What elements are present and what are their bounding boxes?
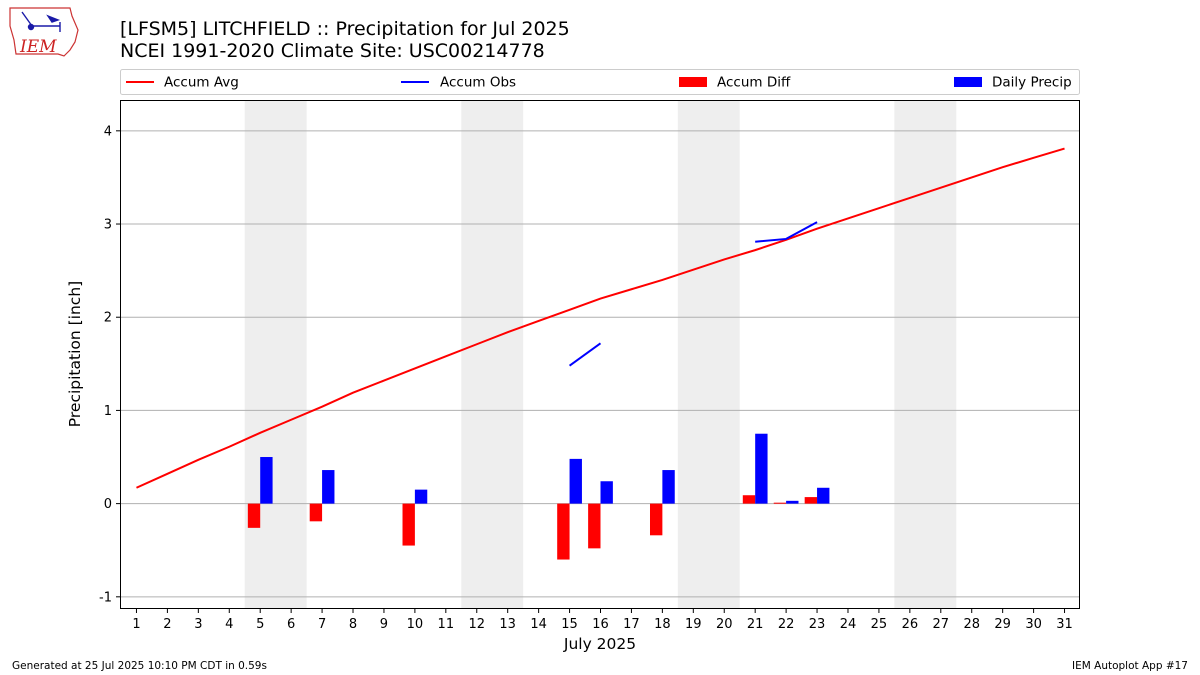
- x-tick-label: 18: [654, 617, 671, 632]
- accum-lines: [136, 147, 1065, 489]
- daily-precip-bar: [414, 489, 428, 504]
- weekend-shade-band-1: [244, 101, 307, 608]
- accum-diff-bar: [804, 497, 818, 504]
- x-axis-label: July 2025: [563, 635, 636, 653]
- x-tick-label: 28: [963, 617, 980, 632]
- daily-precip-bar: [755, 433, 768, 504]
- chart-title: [LFSM5] LITCHFIELD :: Precipitation for …: [120, 18, 570, 40]
- x-tick-label: 11: [438, 617, 455, 632]
- daily-precip-bar: [260, 457, 273, 504]
- x-tick-label: 27: [933, 617, 950, 632]
- x-tick-label: 8: [349, 617, 357, 632]
- y-axis-label: Precipitation [inch]: [66, 281, 84, 427]
- x-tick-label: 26: [902, 617, 919, 632]
- x-tick-label: 25: [871, 617, 888, 632]
- x-tick-label: 1: [132, 617, 140, 632]
- x-tick-label: 19: [685, 617, 702, 632]
- iem-logo: IEM: [9, 7, 79, 57]
- accum-diff-bar: [247, 503, 261, 528]
- x-tick-label: 30: [1025, 617, 1042, 632]
- daily-precip-bar: [569, 458, 582, 504]
- legend-label-accum-obs: Accum Obs: [440, 75, 516, 91]
- x-tick-label: 29: [994, 617, 1011, 632]
- daily-precip-bar: [662, 470, 675, 504]
- accum-avg-line: [136, 147, 1065, 489]
- logo-text: IEM: [19, 37, 57, 57]
- legend-label-daily-precip: Daily Precip: [992, 75, 1072, 91]
- legend: Accum Avg Accum Obs Accum Diff Daily Pre…: [120, 69, 1080, 95]
- x-tick-label: 22: [778, 617, 795, 632]
- weather-station-icon: [21, 11, 61, 32]
- x-tick-label: 16: [592, 617, 609, 632]
- x-tick-label: 31: [1056, 617, 1073, 632]
- x-tick-label: 17: [623, 617, 640, 632]
- y-axis-ticks: -1 0 1 2 3 4: [99, 124, 121, 605]
- x-axis-ticks: 1 2 3 4 5 6 7 8 9 10 11 12 13 14 15 16 17 18 19 20 21 22 23 24 2…: [132, 608, 1073, 632]
- legend-swatch-accum-diff: [679, 77, 707, 87]
- legend-label-accum-diff: Accum Diff: [717, 75, 791, 91]
- x-tick-label: 21: [747, 617, 764, 632]
- daily-precip-bar: [600, 481, 613, 504]
- accum-obs-line: [568, 342, 602, 367]
- x-tick-label: 5: [256, 617, 264, 632]
- x-tick-label: 24: [840, 617, 857, 632]
- weekend-shade-band-4: [894, 101, 957, 608]
- daily-precip-bar: [786, 500, 799, 504]
- x-tick-label: 6: [287, 617, 295, 632]
- accum-obs-line: [755, 221, 818, 243]
- legend-label-accum-avg: Accum Avg: [164, 75, 239, 91]
- y-tick-label: 4: [104, 124, 112, 139]
- y-tick-label: 2: [104, 311, 112, 326]
- x-tick-label: 14: [530, 617, 547, 632]
- accum-diff-bar: [402, 503, 415, 546]
- y-tick-label: 0: [104, 497, 112, 512]
- daily-precip-bars: [260, 433, 830, 504]
- x-tick-label: 13: [499, 617, 516, 632]
- weekend-shade-band-2: [461, 101, 524, 608]
- app-credit: IEM Autoplot App #17: [1072, 660, 1188, 672]
- legend-frame: [120, 69, 1080, 95]
- x-tick-label: 23: [809, 617, 826, 632]
- x-tick-label: 4: [225, 617, 233, 632]
- accum-diff-bar: [773, 502, 787, 504]
- accum-diff-bar: [309, 503, 323, 522]
- x-tick-label: 9: [380, 617, 388, 632]
- y-tick-label: 1: [104, 404, 112, 419]
- x-tick-label: 2: [163, 617, 171, 632]
- y-tick-label: 3: [104, 218, 112, 233]
- legend-swatch-daily-precip: [954, 77, 982, 87]
- x-tick-label: 10: [407, 617, 424, 632]
- x-tick-label: 7: [318, 617, 326, 632]
- accum-diff-bars: [247, 495, 818, 560]
- chart-subtitle: NCEI 1991-2020 Climate Site: USC00214778: [120, 40, 545, 62]
- accum-diff-bar: [649, 503, 663, 536]
- accum-diff-bar: [588, 503, 601, 549]
- x-tick-label: 20: [716, 617, 733, 632]
- x-tick-label: 15: [561, 617, 578, 632]
- daily-precip-bar: [322, 470, 335, 504]
- generated-timestamp: Generated at 25 Jul 2025 10:10 PM CDT in…: [12, 660, 267, 672]
- x-tick-label: 12: [468, 617, 485, 632]
- y-tick-label: -1: [99, 590, 112, 605]
- x-tick-label: 3: [194, 617, 202, 632]
- weekend-shade-band-3: [677, 101, 740, 608]
- daily-precip-bar: [817, 487, 830, 504]
- accum-diff-bar: [557, 503, 570, 560]
- accum-diff-bar: [742, 495, 756, 504]
